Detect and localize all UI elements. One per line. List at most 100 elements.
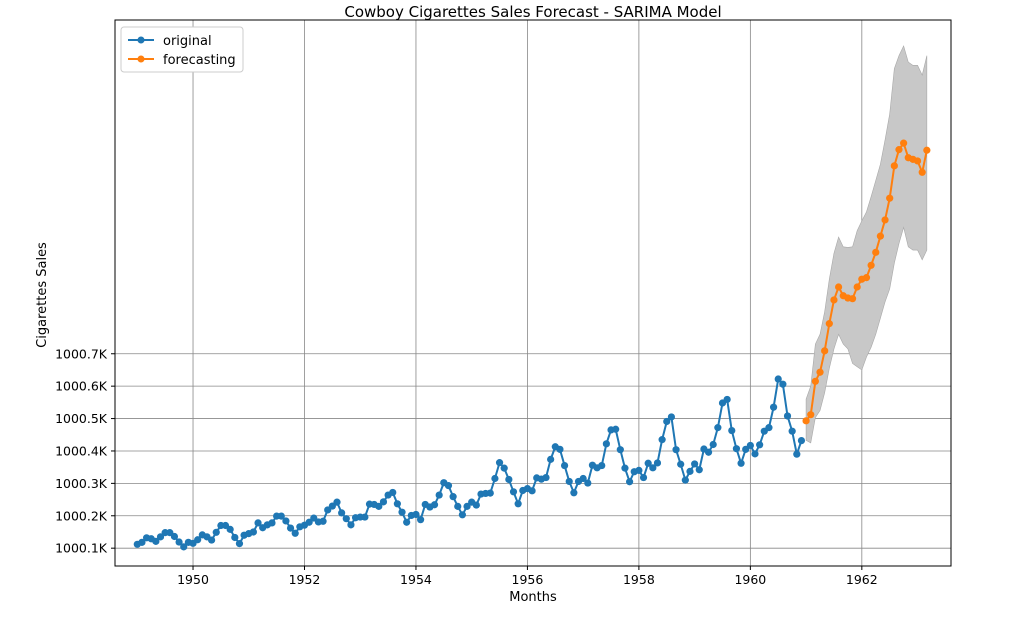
- legend-forecasting-label: forecasting: [163, 53, 236, 68]
- y-axis-label: Cigarettes Sales: [35, 242, 50, 348]
- data-point-original: [779, 380, 787, 388]
- data-point-original: [509, 488, 518, 496]
- data-point-original: [194, 536, 202, 544]
- data-point-original: [156, 533, 165, 541]
- data-point-original: [435, 491, 443, 499]
- data-point-original: [212, 528, 220, 536]
- data-point-original: [486, 489, 494, 497]
- data-point-original: [570, 489, 578, 497]
- data-point-original: [398, 508, 406, 516]
- data-point-original: [621, 464, 629, 472]
- data-point-original: [235, 540, 244, 548]
- x-tick-label: 1950: [177, 572, 209, 587]
- y-tick-label: 1000.7K: [55, 346, 108, 361]
- data-point-original: [737, 459, 745, 467]
- data-point-forecasting: [862, 274, 871, 282]
- data-point-forecasting: [802, 417, 810, 425]
- data-point-original: [231, 533, 239, 542]
- data-point-original: [714, 424, 722, 432]
- data-point-original: [180, 543, 188, 551]
- data-point-original: [379, 498, 388, 506]
- data-point-original: [454, 502, 462, 510]
- data-point-original: [463, 502, 471, 510]
- data-point-original: [584, 479, 592, 487]
- data-point-original: [500, 464, 508, 472]
- data-point-original: [417, 516, 425, 524]
- data-point-original: [375, 502, 383, 510]
- data-point-original: [449, 493, 457, 501]
- data-point-original: [254, 519, 262, 527]
- series-forecasting: [802, 139, 931, 425]
- data-point-original: [635, 466, 643, 475]
- data-point-original: [170, 532, 179, 541]
- data-point-original: [338, 509, 346, 517]
- data-point-forecasting: [848, 295, 857, 303]
- data-point-original: [282, 517, 290, 525]
- series-original: [133, 375, 806, 551]
- data-point-original: [649, 464, 657, 472]
- data-point-original: [175, 538, 183, 546]
- x-ticks: 1950 1952 1954 1956 1958 1960 1962: [177, 566, 878, 587]
- confidence-band: [805, 45, 928, 444]
- data-point-original: [728, 426, 736, 435]
- x-axis-label: Months: [509, 590, 557, 605]
- data-point-original: [505, 475, 513, 484]
- x-tick-label: 1962: [846, 572, 878, 587]
- plot-frame: [114, 19, 952, 567]
- data-point-original: [152, 537, 160, 545]
- data-point-original: [765, 424, 773, 432]
- data-point-forecasting: [923, 146, 931, 154]
- data-point-forecasting: [821, 347, 829, 355]
- data-point-original: [342, 515, 350, 523]
- data-point-original: [556, 445, 564, 453]
- data-point-forecasting: [811, 377, 819, 385]
- data-point-original: [560, 461, 569, 470]
- data-point-original: [565, 477, 573, 486]
- data-point-original: [691, 460, 699, 468]
- data-point-forecasting: [876, 232, 885, 240]
- data-point-original: [268, 519, 276, 527]
- y-tick-label: 1000.5K: [55, 411, 108, 426]
- data-point-original: [723, 395, 731, 404]
- data-point-original: [491, 474, 499, 483]
- data-point-original: [658, 436, 666, 444]
- data-point-original: [709, 440, 717, 449]
- y-tick-label: 1000.4K: [55, 443, 108, 458]
- data-point-original: [291, 529, 299, 537]
- data-point-original: [347, 521, 355, 529]
- confidence-band-layer: [805, 45, 928, 444]
- data-point-original: [458, 511, 466, 519]
- data-point-original: [769, 403, 778, 411]
- data-point-forecasting: [886, 194, 894, 202]
- data-point-original: [226, 525, 234, 533]
- data-point-original: [783, 412, 792, 420]
- x-tick-label: 1956: [512, 572, 544, 587]
- data-point-original: [547, 455, 555, 463]
- y-ticks: 1000.1K 1000.2K 1000.3K 1000.4K 1000.5K 1000.…: [55, 346, 115, 556]
- data-point-forecasting: [807, 411, 815, 419]
- data-point-original: [681, 476, 689, 484]
- y-tick-label: 1000.2K: [55, 508, 108, 523]
- data-point-forecasting: [895, 146, 903, 154]
- data-point-original: [403, 518, 411, 526]
- data-point-original: [746, 441, 754, 450]
- data-point-original: [751, 450, 759, 458]
- data-point-original: [788, 427, 796, 435]
- legend-box: [120, 26, 244, 73]
- data-point-original: [672, 446, 680, 454]
- y-tick-label: 1000.6K: [55, 379, 108, 394]
- data-point-forecasting: [918, 168, 926, 176]
- data-point-forecasting: [913, 157, 922, 165]
- data-point-forecasting: [890, 162, 898, 170]
- data-point-forecasting: [881, 216, 889, 224]
- legend: original forecasting: [120, 26, 244, 73]
- y-tick-label: 1000.1K: [55, 541, 108, 556]
- data-point-original: [514, 500, 522, 508]
- x-tick-label: 1958: [623, 572, 655, 587]
- data-point-original: [305, 518, 313, 526]
- data-point-original: [677, 460, 685, 468]
- data-point-forecasting: [867, 261, 875, 269]
- data-point-original: [138, 538, 146, 546]
- data-point-original: [598, 461, 606, 470]
